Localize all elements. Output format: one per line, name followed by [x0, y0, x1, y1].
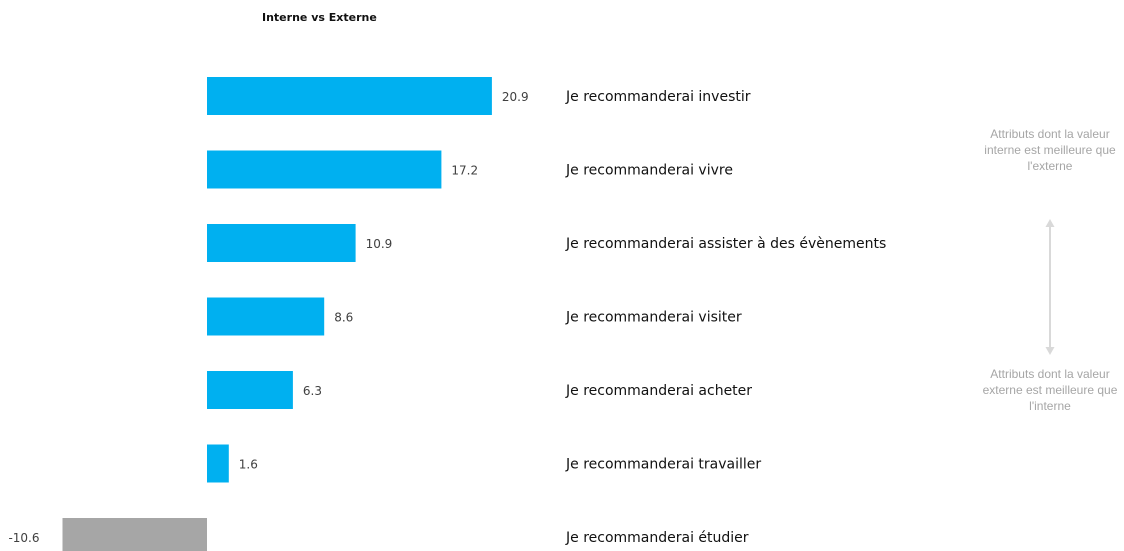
annotation-internal-better: Attributs dont la valeur interne est mei…	[984, 127, 1116, 173]
chart-title: Interne vs Externe	[262, 11, 377, 24]
category-label: Je recommanderai acheter	[565, 383, 752, 399]
bar-value-label: 20.9	[502, 90, 529, 104]
category-label: Je recommanderai étudier	[565, 530, 749, 546]
category-label: Je recommanderai vivre	[565, 163, 733, 179]
bar	[207, 224, 356, 262]
bar	[207, 371, 293, 409]
category-label: Je recommanderai investir	[565, 89, 751, 105]
bar-value-label: 6.3	[303, 384, 322, 398]
category-label: Je recommanderai travailler	[565, 457, 761, 473]
bar-value-label: 1.6	[239, 458, 258, 472]
category-label: Je recommanderai visiter	[565, 310, 742, 326]
bar-value-label: 8.6	[334, 311, 353, 325]
category-label: Je recommanderai assister à des évènemen…	[565, 236, 886, 252]
double-arrow-icon	[1045, 219, 1055, 355]
bar-value-label: 17.2	[451, 164, 478, 178]
bar-value-label: 10.9	[366, 237, 393, 251]
annotation-external-better: Attributs dont la valeur externe est mei…	[982, 367, 1118, 413]
bar	[207, 150, 442, 189]
bar	[207, 444, 229, 483]
bar	[62, 518, 207, 551]
bar	[207, 297, 325, 336]
bar-value-label: -10.6	[8, 531, 39, 545]
bar	[207, 77, 492, 115]
